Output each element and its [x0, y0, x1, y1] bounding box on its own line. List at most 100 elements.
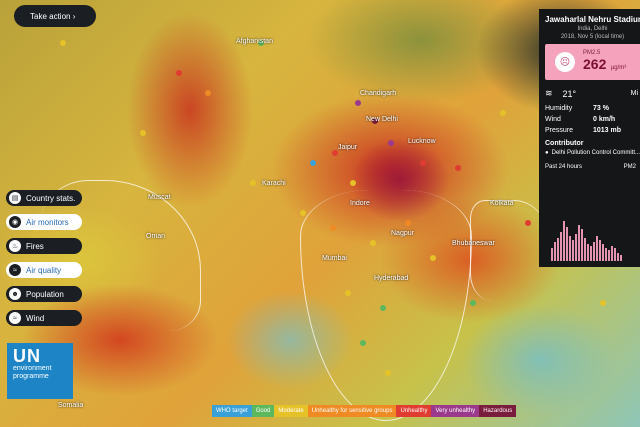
take-action-button[interactable]: Take action › — [14, 5, 96, 27]
aqi-card: ☹ PM2.5 262 µg/m³ — [545, 44, 640, 80]
map-label: Chandigarh — [360, 90, 397, 97]
history-bar — [575, 233, 577, 261]
monitor-dot[interactable] — [405, 220, 411, 226]
map-label: Hyderabad — [374, 275, 409, 282]
monitor-dot[interactable] — [372, 118, 378, 124]
fire-icon: ♨ — [9, 240, 21, 252]
monitor-dot[interactable] — [258, 40, 264, 46]
history-bar — [578, 225, 580, 261]
history-chart — [551, 221, 622, 261]
monitor-dot[interactable] — [388, 140, 394, 146]
monitor-dot[interactable] — [60, 40, 66, 46]
map-label: Karachi — [262, 180, 286, 187]
history-bar — [587, 244, 589, 261]
history-bar — [608, 250, 610, 261]
stats-icon: ▤ — [9, 192, 21, 204]
layer-label: Air monitors — [26, 217, 69, 227]
monitor-dot[interactable] — [385, 370, 391, 376]
monitor-dot[interactable] — [140, 130, 146, 136]
monitor-dot[interactable] — [470, 300, 476, 306]
contributor-heading: Contributor — [545, 140, 584, 147]
monitor-dot[interactable] — [370, 240, 376, 246]
layer-label: Population — [26, 289, 64, 299]
map-label: Muscat — [148, 194, 171, 201]
monitor-dot[interactable] — [205, 90, 211, 96]
pollutant-label: PM2.5 — [583, 50, 601, 56]
wind-row: Wind 0 km/h — [545, 116, 616, 123]
map-label: Kolkata — [490, 200, 514, 207]
contributor-icon: ● — [545, 150, 549, 156]
aqi-unit: µg/m³ — [610, 65, 627, 71]
monitor-dot[interactable] — [430, 255, 436, 261]
history-bar — [614, 248, 616, 261]
monitor-dot[interactable] — [310, 160, 316, 166]
history-bar — [566, 227, 568, 261]
logo-line1: environment — [13, 365, 52, 372]
monitor-dot[interactable] — [332, 150, 338, 156]
monitor-dot[interactable] — [525, 220, 531, 226]
layer-toggle-air-quality[interactable]: ≈ Air quality — [6, 262, 83, 278]
monitor-dot[interactable] — [380, 305, 386, 311]
history-bar — [554, 242, 556, 261]
monitor-dot[interactable] — [250, 180, 256, 186]
monitor-dot[interactable] — [420, 160, 426, 166]
monitor-dot[interactable] — [500, 110, 506, 116]
station-time: 2018, Nov 5 (local time) — [560, 34, 625, 40]
history-bar — [602, 244, 604, 261]
monitor-dot[interactable] — [600, 300, 606, 306]
map-label: Indore — [350, 200, 370, 207]
map-label: Mumbai — [322, 255, 347, 262]
history-bar — [593, 242, 595, 261]
history-bar — [620, 254, 622, 261]
map-label: Jaipur — [338, 144, 358, 151]
layer-label: Fires — [26, 241, 44, 251]
station-location: India, Delhi — [577, 26, 608, 32]
monitor-dot[interactable] — [330, 225, 336, 231]
contributor-link[interactable]: ● Delhi Pollution Control Committ... — [545, 150, 640, 156]
legend-item: Very unhealthy — [431, 405, 480, 417]
map-label: Oman — [146, 233, 166, 240]
monitor-icon: ◉ — [9, 216, 21, 228]
aqi-value: 262 — [583, 56, 607, 72]
history-bar — [572, 239, 574, 261]
wind-direction: Mi — [630, 90, 638, 97]
face-icon: ☹ — [555, 52, 575, 72]
history-bar — [584, 237, 586, 261]
people-icon: ☻ — [9, 288, 21, 300]
legend-item: WHO target — [212, 405, 252, 417]
layer-toggle-fires[interactable]: ♨ Fires — [6, 238, 83, 254]
past-24h-header: Past 24 hours PM2 — [545, 164, 636, 170]
legend-item: Unhealthy for sensitive groups — [307, 405, 397, 417]
station-name: Jawaharlal Nehru Stadium — [545, 15, 640, 24]
aqi-legend: WHO target Good Moderate Unhealthy for sens… — [212, 405, 517, 417]
layer-label: Wind — [26, 313, 45, 323]
temperature: 21° — [562, 88, 577, 99]
monitor-dot[interactable] — [360, 340, 366, 346]
map-label: Somalia — [58, 402, 84, 409]
layer-toggle-air-monitors[interactable]: ◉ Air monitors — [6, 214, 83, 230]
history-bar — [599, 239, 601, 261]
humidity-row: Humidity 73 % — [545, 105, 609, 112]
logo-line2: programme — [13, 373, 49, 380]
history-bar — [617, 252, 619, 261]
monitor-dot[interactable] — [300, 210, 306, 216]
station-detail-panel: Jawaharlal Nehru Stadium India, Delhi 20… — [539, 9, 640, 267]
wind-icon: ≈ — [9, 264, 21, 276]
monitor-dot[interactable] — [345, 290, 351, 296]
map-label: Lucknow — [408, 138, 436, 145]
history-bar — [611, 246, 613, 261]
layer-label: Air quality — [26, 265, 62, 275]
monitor-dot[interactable] — [455, 165, 461, 171]
legend-item: Good — [251, 405, 275, 417]
weather-icon: ≋ — [545, 88, 553, 98]
monitor-dot[interactable] — [176, 70, 182, 76]
map-label: New Delhi — [366, 116, 398, 123]
layer-toggle-population[interactable]: ☻ Population — [6, 286, 83, 302]
monitor-dot[interactable] — [350, 180, 356, 186]
layer-toggle-country-stats[interactable]: ▤ Country stats. — [6, 190, 83, 206]
layer-toggle-wind[interactable]: ≈ Wind — [6, 310, 83, 326]
history-bar — [551, 248, 553, 261]
layer-label: Country stats. — [26, 193, 76, 203]
monitor-dot[interactable] — [355, 100, 361, 106]
